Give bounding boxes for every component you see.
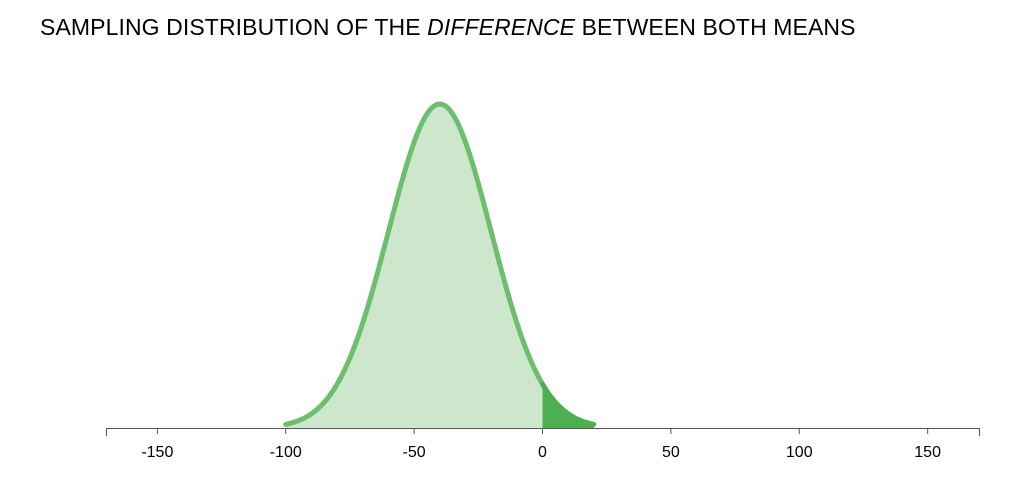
x-tick-label: -100	[270, 444, 302, 461]
chart-title-part1: SAMPLING DISTRIBUTION OF THE	[40, 14, 428, 40]
x-tick-label: 100	[786, 444, 813, 461]
right-tail-area	[542, 384, 594, 428]
x-tick-label: -150	[141, 444, 173, 461]
density-area	[285, 104, 543, 428]
x-tick-label: 150	[914, 444, 941, 461]
chart-title: SAMPLING DISTRIBUTION OF THE DIFFERENCE …	[40, 14, 856, 41]
x-tick-label: 0	[538, 444, 547, 461]
chart-title-part2: BETWEEN BOTH MEANS	[575, 14, 856, 40]
density-curve	[283, 101, 545, 427]
x-axis-ticks: -150 -100 -50 0 50 100 150	[106, 428, 980, 461]
x-tick-label: 50	[662, 444, 680, 461]
right-tail-curve	[540, 381, 597, 427]
chart-title-emphasis: DIFFERENCE	[427, 14, 576, 40]
x-tick-label: -50	[403, 444, 426, 461]
